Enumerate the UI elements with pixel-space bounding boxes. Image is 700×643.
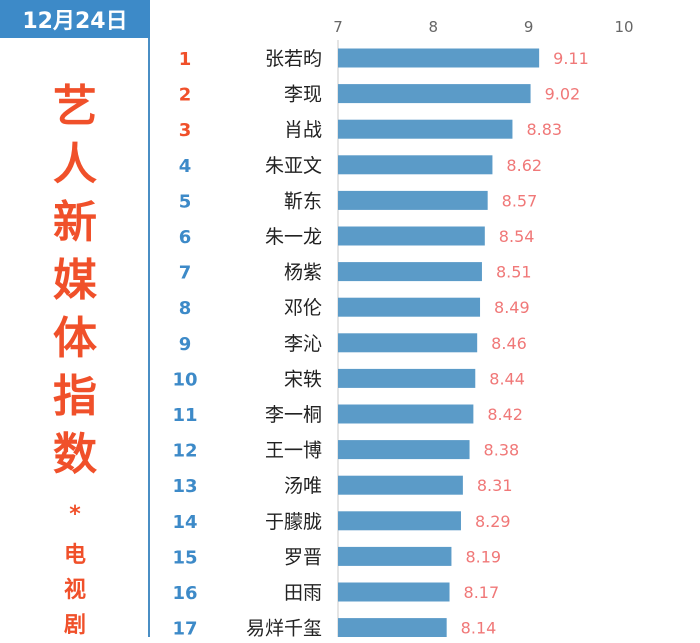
bar [338, 440, 470, 460]
subtitle-char: 电 [63, 543, 86, 568]
category-label: 王一博 [265, 440, 322, 462]
bar [338, 618, 447, 637]
category-label: 朱一龙 [265, 226, 322, 248]
title-char: 数 [53, 429, 97, 480]
category-label: 张若昀 [265, 48, 322, 70]
x-tick-label: 7 [333, 18, 343, 36]
bar [338, 262, 482, 282]
rank-label: 15 [172, 547, 197, 568]
bar [338, 511, 461, 531]
data-label: 8.31 [477, 476, 513, 495]
category-label: 田雨 [284, 582, 322, 604]
bar [338, 368, 476, 388]
title-char: 艺 [53, 81, 97, 132]
rank-label: 11 [172, 405, 197, 426]
page-title: 艺 人 新 媒 体 指 数 [0, 78, 150, 484]
rank-label: 16 [172, 583, 197, 604]
data-label: 8.17 [464, 583, 500, 602]
bar [338, 226, 485, 246]
x-tick-label: 10 [614, 18, 633, 36]
category-label: 肖战 [284, 119, 322, 141]
bar [338, 84, 531, 104]
category-label: 李沁 [284, 333, 322, 355]
bar [338, 333, 478, 353]
category-label: 邓伦 [284, 297, 322, 319]
data-label: 9.11 [553, 49, 589, 68]
category-label: 罗晋 [284, 546, 322, 568]
left-panel: 12月24日 艺 人 新 媒 体 指 数 * 电 视 剧 [0, 0, 150, 638]
category-label: 易烊千玺 [246, 618, 322, 637]
rank-label: 9 [179, 334, 192, 355]
rank-label: 2 [179, 85, 192, 106]
bar [338, 404, 474, 424]
category-label: 李现 [284, 84, 322, 106]
bar [338, 119, 513, 139]
subtitle: 电 视 剧 [0, 538, 150, 643]
rank-label: 5 [179, 191, 192, 212]
data-label: 9.02 [545, 85, 581, 104]
bar [338, 546, 452, 566]
category-label: 李一桐 [265, 404, 322, 426]
data-label: 8.51 [496, 263, 532, 282]
rank-label: 14 [172, 512, 197, 533]
title-char: 媒 [53, 255, 97, 306]
rank-label: 17 [172, 619, 197, 637]
subtitle-char: 视 [63, 578, 86, 603]
category-label: 宋轶 [284, 368, 322, 390]
asterisk-mark: * [69, 502, 81, 527]
data-label: 8.19 [465, 547, 501, 566]
title-char: 人 [53, 139, 97, 190]
bar [338, 48, 540, 68]
rank-label: 1 [179, 49, 192, 70]
category-label: 汤唯 [284, 475, 322, 497]
rank-label: 13 [172, 476, 197, 497]
data-label: 8.46 [491, 334, 527, 353]
x-tick-label: 9 [524, 18, 534, 36]
data-label: 8.14 [461, 619, 497, 637]
data-label: 8.29 [475, 512, 511, 531]
rank-label: 7 [179, 263, 192, 284]
category-label: 杨紫 [284, 262, 322, 284]
rank-label: 12 [172, 441, 197, 462]
data-label: 8.44 [489, 369, 525, 388]
subtitle-char: 剧 [63, 613, 86, 638]
rank-label: 4 [179, 156, 192, 177]
rank-label: 3 [179, 120, 192, 141]
title-char: 体 [53, 313, 97, 364]
data-label: 8.57 [502, 191, 538, 210]
data-label: 8.38 [484, 441, 520, 460]
x-tick-label: 8 [429, 18, 439, 36]
bar [338, 475, 463, 495]
category-label: 朱亚文 [265, 155, 322, 177]
rank-label: 6 [179, 227, 192, 248]
data-label: 8.54 [499, 227, 535, 246]
bar [338, 190, 488, 210]
rank-label: 10 [172, 369, 197, 390]
data-label: 8.62 [506, 156, 542, 175]
rank-label: 8 [179, 298, 192, 319]
bar [338, 155, 493, 175]
category-label: 靳东 [284, 190, 322, 212]
data-label: 8.42 [487, 405, 523, 424]
data-label: 8.49 [494, 298, 530, 317]
title-char: 指 [53, 371, 97, 422]
bar [338, 582, 450, 602]
category-label: 于朦胧 [265, 511, 322, 533]
bar [338, 297, 481, 317]
title-char: 新 [53, 197, 97, 248]
date-badge: 12月24日 [0, 0, 150, 38]
data-label: 8.83 [526, 120, 562, 139]
